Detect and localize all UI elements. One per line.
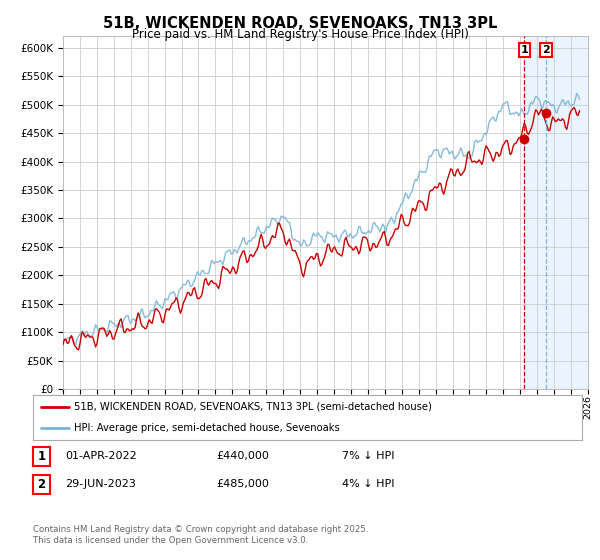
Text: Price paid vs. HM Land Registry's House Price Index (HPI): Price paid vs. HM Land Registry's House … xyxy=(131,28,469,41)
Text: 1: 1 xyxy=(521,45,529,55)
Text: 51B, WICKENDEN ROAD, SEVENOAKS, TN13 3PL: 51B, WICKENDEN ROAD, SEVENOAKS, TN13 3PL xyxy=(103,16,497,31)
Text: 01-APR-2022: 01-APR-2022 xyxy=(65,451,137,461)
Bar xyxy=(524,36,588,389)
Text: 1: 1 xyxy=(37,450,46,463)
Text: £485,000: £485,000 xyxy=(216,479,269,489)
Text: Contains HM Land Registry data © Crown copyright and database right 2025.
This d: Contains HM Land Registry data © Crown c… xyxy=(33,525,368,545)
Text: 51B, WICKENDEN ROAD, SEVENOAKS, TN13 3PL (semi-detached house): 51B, WICKENDEN ROAD, SEVENOAKS, TN13 3PL… xyxy=(74,402,432,412)
Text: 2: 2 xyxy=(37,478,46,491)
Text: 4% ↓ HPI: 4% ↓ HPI xyxy=(342,479,395,489)
Text: HPI: Average price, semi-detached house, Sevenoaks: HPI: Average price, semi-detached house,… xyxy=(74,422,340,432)
Text: 2: 2 xyxy=(542,45,550,55)
Text: 7% ↓ HPI: 7% ↓ HPI xyxy=(342,451,395,461)
Text: 29-JUN-2023: 29-JUN-2023 xyxy=(65,479,136,489)
Text: £440,000: £440,000 xyxy=(216,451,269,461)
